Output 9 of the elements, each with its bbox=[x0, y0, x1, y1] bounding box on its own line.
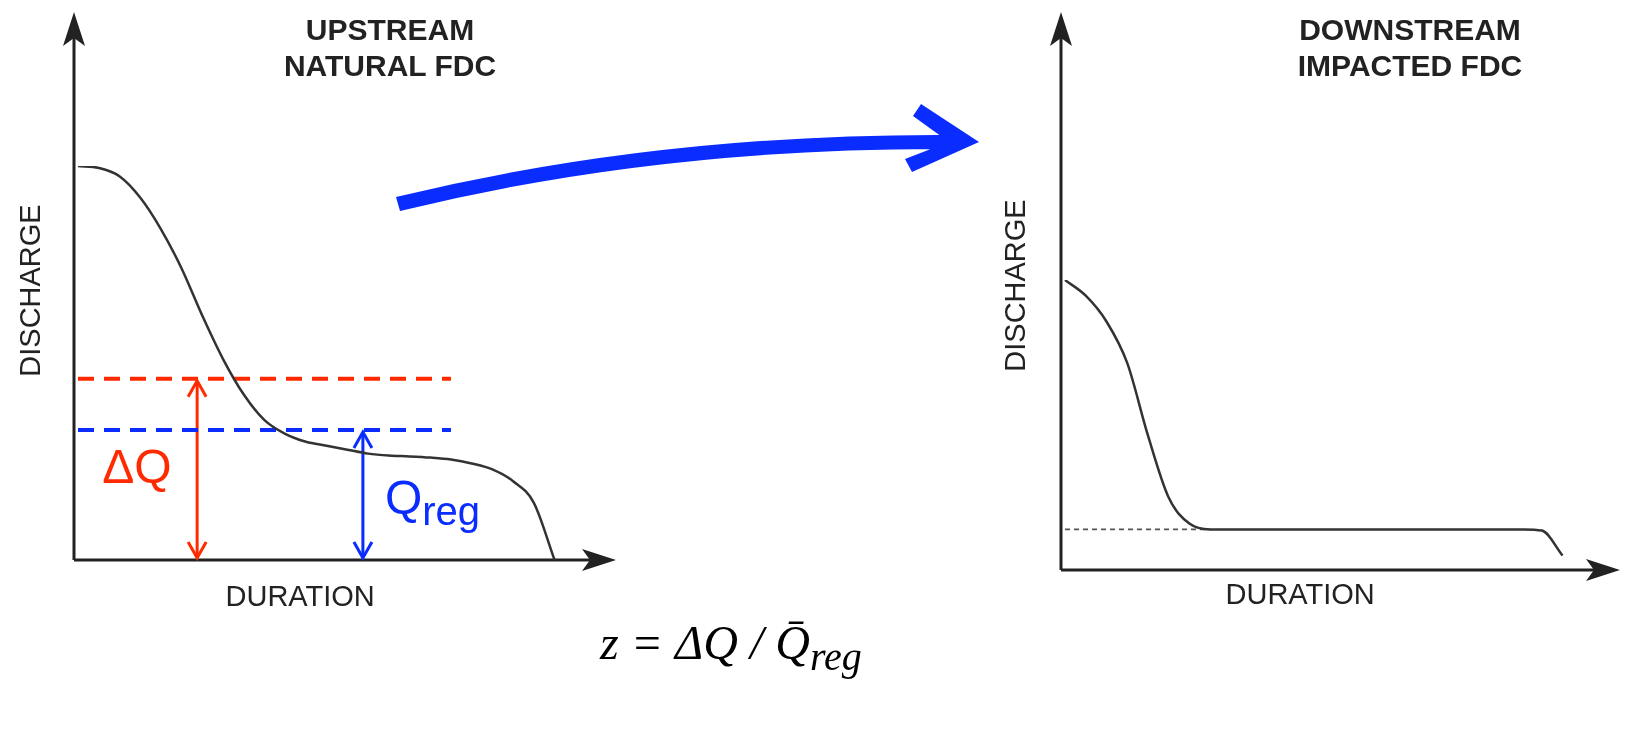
chart-title: UPSTREAM NATURAL FDC bbox=[282, 12, 498, 84]
text: z = ΔQ / Q̄$_{reg}$ bbox=[600, 615, 862, 680]
y-axis-title: DISCHARGE bbox=[998, 198, 1032, 372]
x-axis-title: DURATION bbox=[225, 580, 375, 613]
annotation: Q$_{reg}$ bbox=[384, 469, 481, 534]
annotation: ΔQ bbox=[102, 438, 172, 494]
x-axis-title: DURATION bbox=[1225, 578, 1375, 611]
chart-title: DOWNSTREAM IMPACTED FDC bbox=[1296, 12, 1524, 84]
y-axis-title: DISCHARGE bbox=[13, 203, 47, 377]
